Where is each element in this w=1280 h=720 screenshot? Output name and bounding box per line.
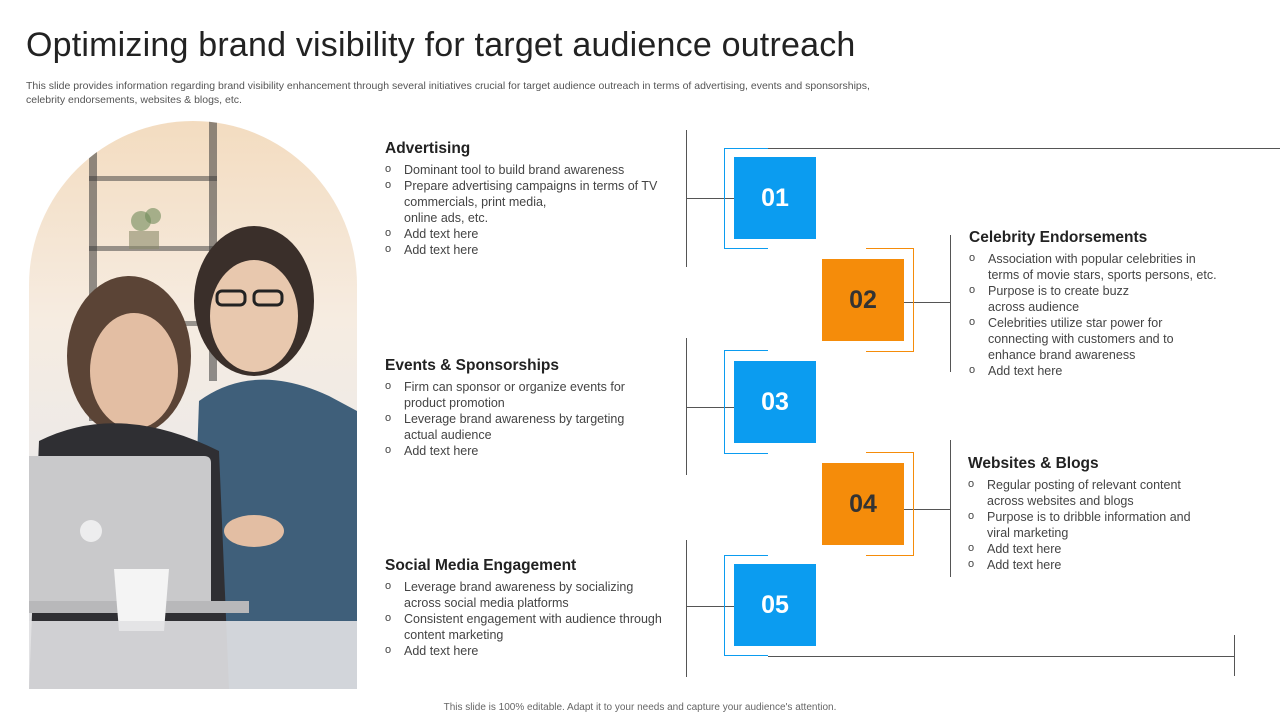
- section-celebrity: Celebrity Endorsements Association with …: [969, 229, 1259, 379]
- top-rule: [768, 148, 1280, 149]
- section-heading: Celebrity Endorsements: [969, 229, 1148, 246]
- bullet-item: Add text here: [968, 556, 1258, 573]
- connector-line: [1234, 635, 1235, 676]
- step-box-04: 04: [822, 463, 904, 545]
- footer-note: This slide is 100% editable. Adapt it to…: [443, 702, 837, 713]
- section-social: Social Media Engagement Leverage brand a…: [385, 557, 685, 659]
- section-heading: Social Media Engagement: [385, 557, 577, 574]
- bottom-rule: [768, 656, 1235, 657]
- connector-line: [686, 198, 734, 199]
- bullet-item: Add text here: [385, 642, 685, 659]
- section-heading: Advertising: [385, 140, 471, 157]
- bullet-item: Leverage brand awareness by socializing …: [385, 578, 685, 611]
- bullet-item: Add text here: [385, 225, 685, 242]
- bullet-item: Dominant tool to build brand awareness: [385, 161, 685, 178]
- photo-illustration: [29, 121, 357, 689]
- box-outline-02: [866, 248, 914, 352]
- bullet-item: Purpose is to dribble information and vi…: [968, 508, 1258, 541]
- connector-line: [950, 440, 951, 577]
- step-box-05: 05: [734, 564, 816, 646]
- connector-line: [686, 540, 687, 677]
- bullet-item: Add text here: [969, 362, 1259, 379]
- section-websites: Websites & Blogs Regular posting of rele…: [968, 455, 1258, 573]
- box-outline-01: [724, 148, 768, 249]
- bullet-item: Add text here: [968, 540, 1258, 557]
- step-box-03: 03: [734, 361, 816, 443]
- connector-line: [686, 338, 687, 475]
- bullet-item: Celebrities utilize star power for conne…: [969, 314, 1259, 363]
- connector-line: [904, 509, 950, 510]
- page-subtitle: This slide provides information regardin…: [26, 80, 870, 106]
- bullet-item: Regular posting of relevant content acro…: [968, 476, 1258, 509]
- connector-line: [904, 302, 950, 303]
- bullet-item: Purpose is to create buzz across audienc…: [969, 282, 1259, 315]
- section-events: Events & Sponsorships Firm can sponsor o…: [385, 357, 685, 459]
- page-title: Optimizing brand visibility for target a…: [26, 26, 856, 64]
- connector-line: [950, 235, 951, 372]
- section-advertising: Advertising Dominant tool to build brand…: [385, 140, 685, 258]
- bullet-item: Firm can sponsor or organize events for …: [385, 378, 685, 411]
- bullet-item: Consistent engagement with audience thro…: [385, 610, 685, 643]
- bullet-item: Add text here: [385, 442, 685, 459]
- connector-line: [686, 606, 734, 607]
- box-outline-04: [866, 452, 914, 556]
- bullet-item: Leverage brand awareness by targeting ac…: [385, 410, 685, 443]
- section-heading: Events & Sponsorships: [385, 357, 559, 374]
- step-box-02: 02: [822, 259, 904, 341]
- bullet-item: Prepare advertising campaigns in terms o…: [385, 177, 685, 226]
- connector-line: [686, 407, 734, 408]
- box-outline-05: [724, 555, 768, 656]
- team-photo: [29, 121, 357, 689]
- box-outline-03: [724, 350, 768, 454]
- section-heading: Websites & Blogs: [968, 455, 1099, 472]
- bullet-item: Add text here: [385, 241, 685, 258]
- bullet-item: Association with popular celebrities in …: [969, 250, 1259, 283]
- step-box-01: 01: [734, 157, 816, 239]
